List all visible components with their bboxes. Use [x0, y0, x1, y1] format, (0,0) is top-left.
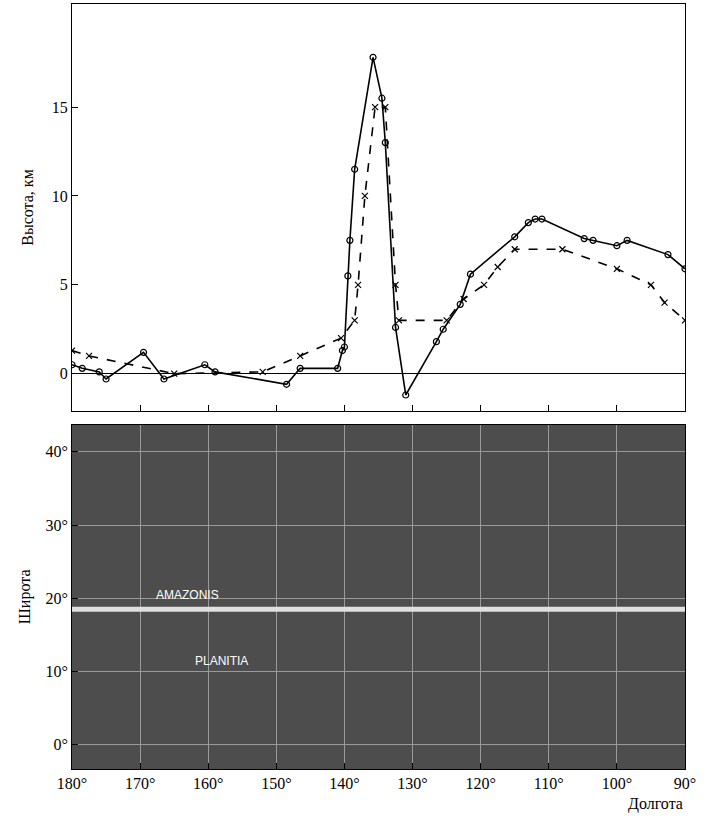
svg-text:130°: 130°	[397, 775, 427, 792]
svg-text:140°: 140°	[329, 775, 359, 792]
svg-text:0: 0	[60, 365, 68, 382]
svg-text:Широта: Широта	[16, 569, 34, 624]
svg-text:5: 5	[60, 276, 68, 293]
svg-text:100°: 100°	[602, 775, 632, 792]
svg-text:20°: 20°	[45, 590, 67, 607]
svg-text:Долгота: Долгота	[628, 795, 683, 813]
svg-text:0°: 0°	[53, 736, 67, 753]
svg-text:120°: 120°	[465, 775, 495, 792]
svg-text:180°: 180°	[57, 775, 87, 792]
svg-text:150°: 150°	[261, 775, 291, 792]
svg-text:90°: 90°	[674, 775, 696, 792]
svg-text:170°: 170°	[125, 775, 155, 792]
svg-text:40°: 40°	[45, 443, 67, 460]
svg-text:10: 10	[52, 188, 68, 205]
svg-text:15: 15	[52, 99, 68, 116]
svg-text:110°: 110°	[534, 775, 564, 792]
svg-text:160°: 160°	[193, 775, 223, 792]
svg-text:PLANITIA: PLANITIA	[195, 654, 248, 668]
svg-text:30°: 30°	[45, 517, 67, 534]
svg-text:Высота, км: Высота, км	[19, 169, 36, 246]
svg-text:AMAZONIS: AMAZONIS	[156, 588, 219, 602]
svg-text:10°: 10°	[45, 663, 67, 680]
